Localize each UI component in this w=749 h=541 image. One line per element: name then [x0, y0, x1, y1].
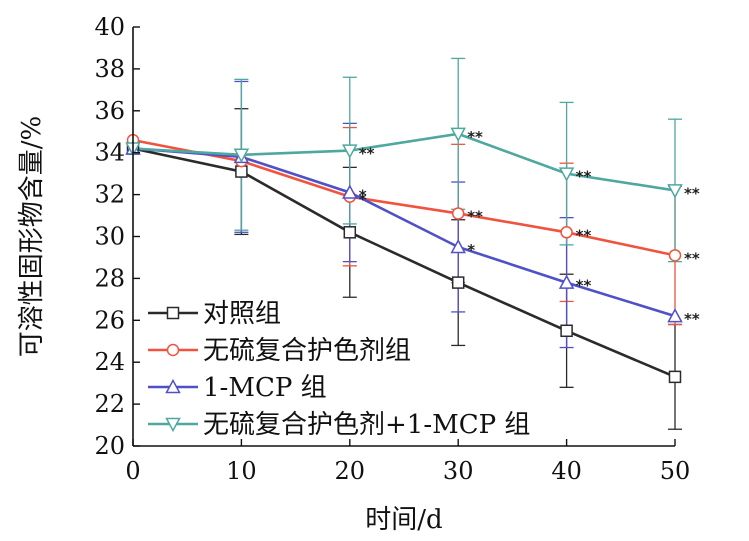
series-4-significance-label: ** [576, 168, 592, 186]
y-tick-label: 20 [94, 432, 125, 460]
series-2-point [668, 249, 682, 262]
tick-layer: 20 22 24 26 28 30 32 34 36 38 40 0 10 20 30 40 50 [94, 13, 690, 485]
y-axis-title: 可溶性固形物含量/% [17, 116, 47, 357]
series-line-layer [132, 132, 676, 379]
legend-marker-series-2 [166, 343, 180, 357]
series-4-significance-label: ** [684, 184, 700, 202]
legend-marker-series-4 [165, 417, 181, 433]
series-4-line [132, 132, 676, 192]
y-tick-label: 24 [94, 348, 125, 376]
y-tick-label: 34 [94, 139, 125, 167]
series-3-point [342, 184, 358, 199]
series-2-point [451, 207, 465, 220]
y-tick-label: 40 [94, 13, 125, 41]
series-1-point [451, 276, 465, 289]
series-4-point [450, 127, 466, 142]
series-3-line [132, 147, 676, 318]
series-1-point [668, 370, 682, 384]
legend-marker-series-1 [166, 306, 180, 320]
series-2-significance-label: ** [684, 249, 700, 267]
legend-label-series-3: 1-MCP 组 [203, 373, 327, 403]
series-1-line [132, 147, 676, 379]
series-3-point [558, 274, 575, 289]
series-4-point [558, 167, 575, 182]
legend-label-series-4: 无硫复合护色剂+1-MCP 组 [203, 410, 530, 440]
legend-marker-series-3 [165, 378, 181, 394]
series-3-significance-label: ** [684, 310, 700, 328]
y-tick-label: 32 [94, 181, 125, 209]
series-4-point [233, 148, 250, 163]
marker-layer [125, 127, 683, 384]
series-1-point [560, 324, 573, 338]
series-2-significance-label: ** [467, 207, 483, 225]
series-3-significance-label: ** [576, 277, 592, 295]
significance-layer: ********************* [359, 128, 700, 328]
x-tick-label: 10 [226, 457, 257, 485]
y-tick-label: 36 [94, 97, 125, 125]
legend-label-series-1: 对照组 [203, 299, 281, 329]
y-tick-label: 38 [94, 55, 125, 83]
y-tick-label: 22 [94, 390, 125, 418]
series-4-significance-label: ** [467, 128, 483, 146]
x-tick-label: 0 [125, 457, 140, 485]
legend-label-series-2: 无硫复合护色剂组 [203, 336, 411, 366]
series-1-point [235, 165, 248, 178]
y-tick-label: 28 [94, 264, 125, 292]
x-tick-label: 30 [443, 457, 474, 485]
series-2-significance-label: ** [576, 226, 592, 244]
series-2-line [132, 138, 676, 257]
y-tick-label: 30 [94, 223, 125, 251]
x-tick-label: 20 [335, 457, 366, 485]
x-axis-title: 时间/d [365, 505, 442, 535]
series-3-point [450, 238, 466, 254]
series-2-point [560, 226, 573, 239]
x-tick-label: 40 [551, 457, 582, 485]
series-4-point [667, 184, 683, 199]
series-2-significance-label: * [359, 191, 367, 209]
series-3-point [667, 308, 683, 323]
series-1-point [343, 226, 357, 239]
series-3-significance-label: * [359, 187, 367, 205]
series-3-significance-label: * [467, 241, 475, 259]
series-4-point [342, 144, 358, 159]
x-tick-label: 50 [660, 457, 691, 485]
y-tick-label: 26 [94, 306, 125, 334]
series-4-significance-label: ** [359, 145, 375, 163]
